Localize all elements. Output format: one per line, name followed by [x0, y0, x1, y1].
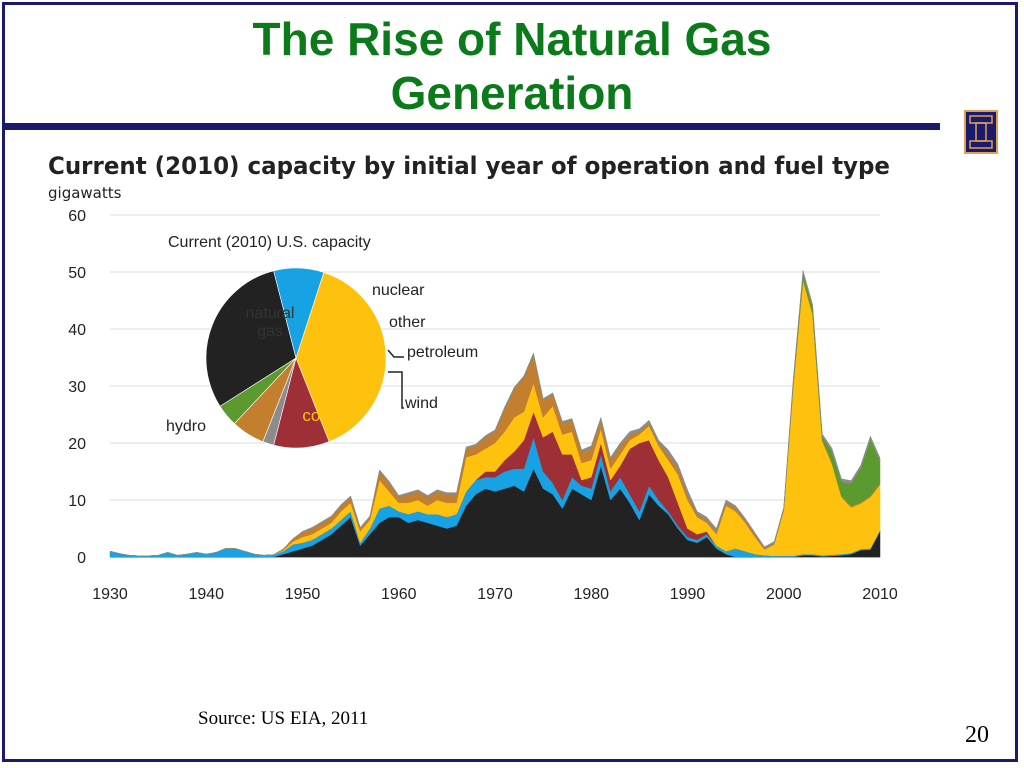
y-tick-label-0: 0	[77, 550, 86, 567]
x-tick-label-1980: 1980	[573, 586, 609, 603]
x-tick-label-1950: 1950	[285, 586, 321, 603]
slide-title-line-2: Generation	[390, 67, 634, 119]
block-i-logo-icon	[964, 110, 998, 154]
pie-label-hydro: hydro	[166, 418, 206, 435]
x-tick-label-1990: 1990	[670, 586, 706, 603]
area-series-other	[109, 270, 881, 557]
y-tick-label-60: 60	[68, 208, 86, 225]
wind-leader-line	[388, 371, 404, 409]
y-tick-label-10: 10	[68, 493, 86, 510]
x-tick-label-2010: 2010	[862, 586, 898, 603]
pie-label-natural-gas-2: gas	[257, 323, 283, 340]
source-note: Source: US EIA, 2011	[198, 708, 369, 729]
y-tick-label-50: 50	[68, 265, 86, 282]
x-tick-label-1970: 1970	[477, 586, 513, 603]
chart-y-label: gigawatts	[48, 184, 122, 202]
slide-title-line-1: The Rise of Natural Gas	[252, 13, 772, 65]
y-tick-label-20: 20	[68, 436, 86, 453]
pie-slice-natural-gas	[295, 272, 387, 443]
y-tick-label-40: 40	[68, 322, 86, 339]
chart-ticks: 0 10 20 30 40 50 60 1930 1940 1950 1960 1970 1980 199…	[68, 208, 898, 603]
petroleum-leader-line	[387, 349, 404, 358]
y-tick-label-30: 30	[68, 379, 86, 396]
x-tick-label-1930: 1930	[92, 586, 128, 603]
chart-title: Current (2010) capacity by initial year …	[48, 152, 890, 180]
pie-label-nuclear: nuclear	[372, 282, 425, 299]
title-divider	[4, 123, 940, 130]
capacity-chart: 0 10 20 30 40 50 60 1930 1940 1950 1960 1970 1980 199…	[48, 152, 898, 603]
pie-label-wind: wind	[404, 395, 438, 412]
pie-slice-coal	[205, 270, 297, 407]
page-number: 20	[965, 722, 989, 748]
chart-areas	[109, 270, 881, 558]
pie-label-coal: coal	[302, 406, 333, 425]
pie-slice-hydro	[273, 267, 325, 360]
pie-title: Current (2010) U.S. capacity	[168, 234, 371, 251]
slide-title: The Rise of Natural Gas Generation	[0, 12, 1024, 120]
x-tick-label-2000: 2000	[766, 586, 802, 603]
pie-label-other: other	[389, 314, 426, 331]
pie-label-natural-gas-1: natural	[246, 305, 295, 322]
x-tick-label-1940: 1940	[188, 586, 224, 603]
pie-label-petroleum: petroleum	[407, 344, 478, 361]
x-tick-label-1960: 1960	[381, 586, 417, 603]
